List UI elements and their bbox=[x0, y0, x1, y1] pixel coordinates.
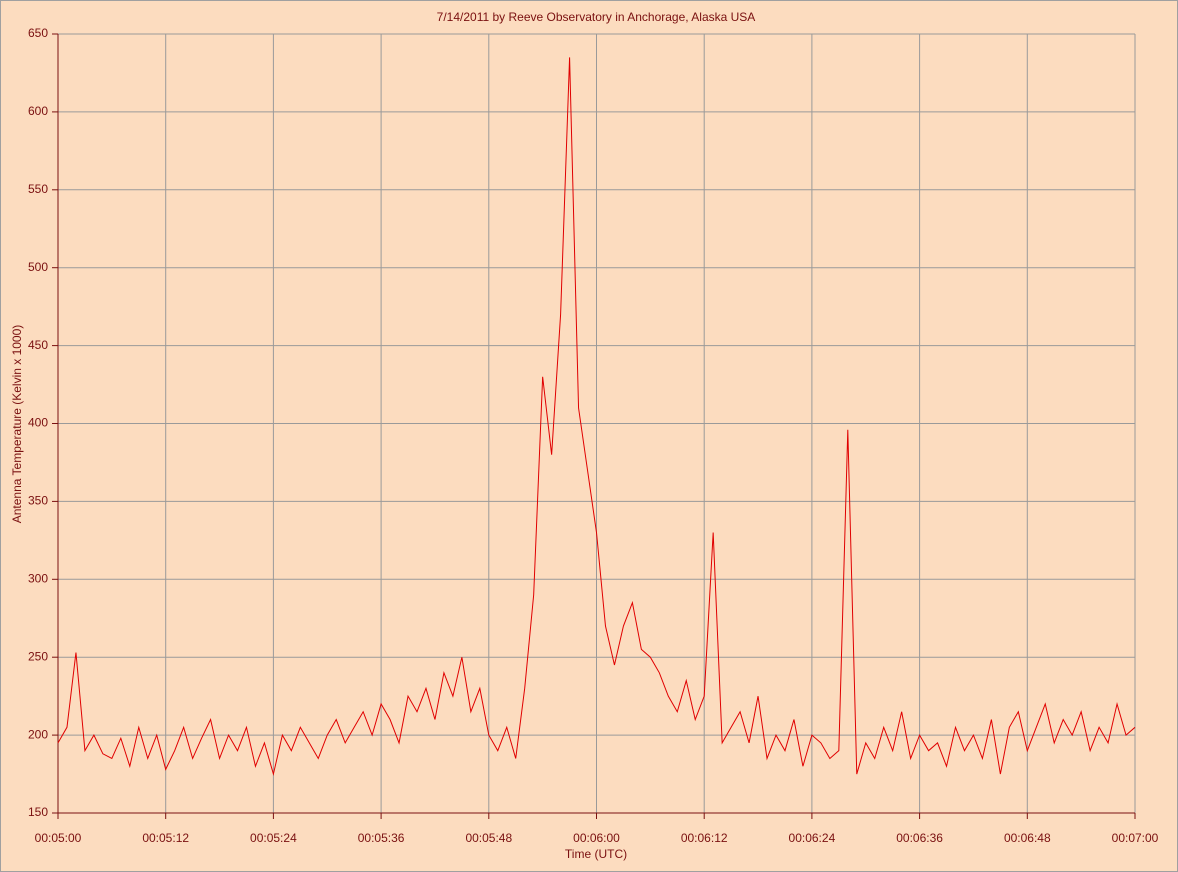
x-axis-label: Time (UTC) bbox=[565, 847, 627, 861]
chart-title: 7/14/2011 by Reeve Observatory in Anchor… bbox=[437, 10, 756, 24]
y-tick-label: 250 bbox=[28, 649, 48, 663]
y-tick-label: 450 bbox=[28, 338, 48, 352]
x-tick-label: 00:06:36 bbox=[896, 831, 943, 845]
y-tick-label: 400 bbox=[28, 416, 48, 430]
y-axis-label: Antenna Temperature (Kelvin x 1000) bbox=[10, 325, 24, 524]
x-tick-label: 00:06:12 bbox=[681, 831, 728, 845]
y-tick-label: 300 bbox=[28, 571, 48, 585]
x-tick-label: 00:05:24 bbox=[250, 831, 297, 845]
y-tick-label: 600 bbox=[28, 104, 48, 118]
x-tick-label: 00:05:36 bbox=[358, 831, 405, 845]
y-tick-label: 550 bbox=[28, 182, 48, 196]
x-tick-label: 00:06:24 bbox=[789, 831, 836, 845]
x-tick-label: 00:07:00 bbox=[1112, 831, 1159, 845]
x-tick-label: 00:05:12 bbox=[142, 831, 189, 845]
x-tick-label: 00:05:00 bbox=[35, 831, 82, 845]
x-tick-label: 00:05:48 bbox=[465, 831, 512, 845]
y-tick-label: 500 bbox=[28, 260, 48, 274]
y-tick-label: 200 bbox=[28, 727, 48, 741]
x-tick-label: 00:06:00 bbox=[573, 831, 620, 845]
y-tick-label: 350 bbox=[28, 494, 48, 508]
y-tick-label: 650 bbox=[28, 26, 48, 40]
x-tick-label: 00:06:48 bbox=[1004, 831, 1051, 845]
y-tick-label: 150 bbox=[28, 805, 48, 819]
data-line bbox=[57, 57, 1136, 777]
